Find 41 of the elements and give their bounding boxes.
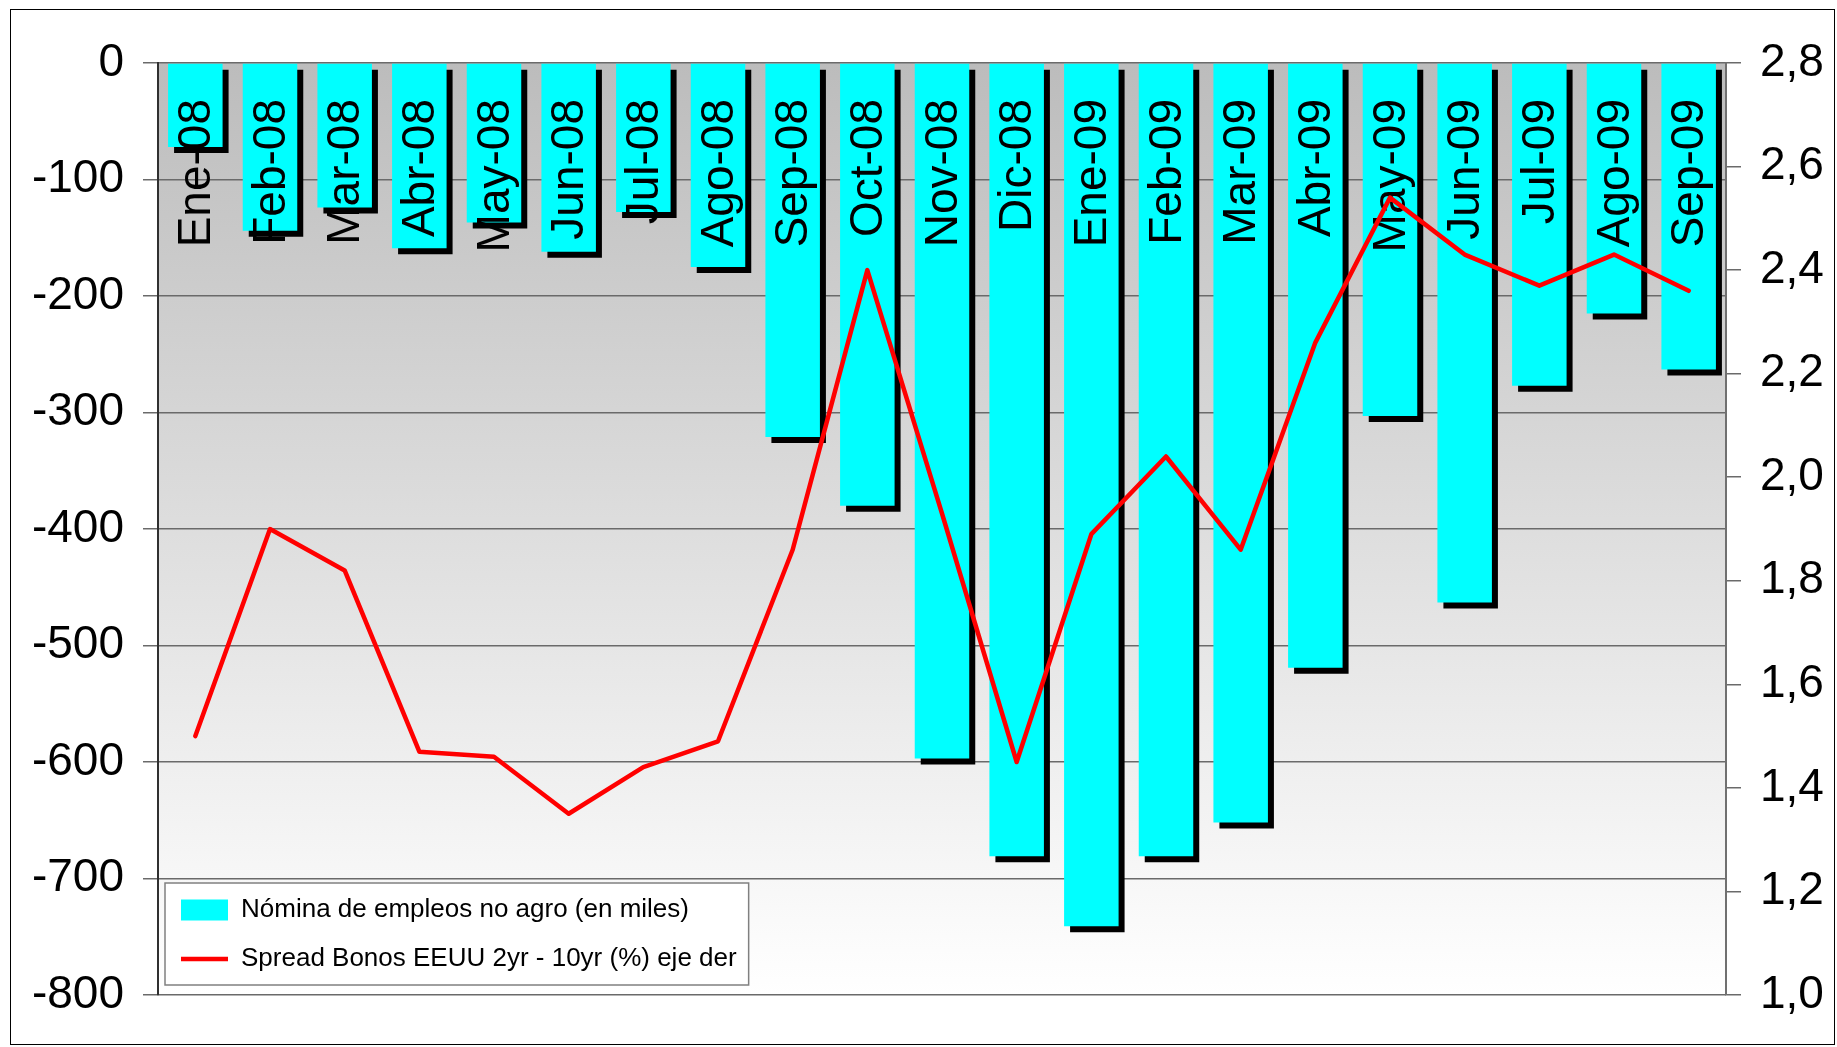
- y2-tick-label: 2,4: [1760, 240, 1824, 293]
- y-tick-label: -400: [31, 499, 124, 552]
- y2-tick-label: 1,0: [1760, 965, 1824, 1018]
- legend-label: Nómina de empleos no agro (en miles): [241, 893, 689, 924]
- x-tick-label: Ene-09: [1064, 99, 1117, 248]
- y-tick-label: -100: [31, 150, 124, 203]
- y-tick-label: -600: [31, 732, 124, 785]
- y2-tick-label: 1,6: [1760, 655, 1824, 708]
- y-tick-label: -300: [31, 383, 124, 436]
- x-tick-label: Dic-08: [989, 99, 1042, 232]
- x-tick-label: Jun-09: [1437, 99, 1490, 240]
- x-tick-label: Ago-09: [1586, 99, 1639, 248]
- y2-tick-label: 2,2: [1760, 344, 1824, 397]
- x-tick-label: Sep-09: [1661, 99, 1714, 248]
- x-tick-label: Sep-08: [765, 99, 818, 248]
- y-tick-label: -200: [31, 266, 124, 319]
- legend-label: Spread Bonos EEUU 2yr - 10yr (%) eje der: [241, 942, 737, 973]
- y2-tick-label: 1,8: [1760, 551, 1824, 604]
- y2-tick-label: 1,4: [1760, 758, 1824, 811]
- y-tick-label: 0: [98, 33, 124, 86]
- x-tick-label: May-09: [1362, 99, 1415, 253]
- x-tick-label: Oct-08: [840, 99, 893, 238]
- x-tick-label: Feb-09: [1138, 99, 1191, 245]
- x-tick-label: Mar-09: [1213, 99, 1266, 245]
- x-tick-label: Abr-09: [1288, 99, 1341, 238]
- x-tick-label: Abr-08: [392, 99, 445, 238]
- x-tick-label: Jul-08: [616, 99, 669, 225]
- y2-tick-label: 2,8: [1760, 33, 1824, 86]
- x-tick-label: Jun-08: [541, 99, 594, 240]
- x-tick-label: Ago-08: [690, 99, 743, 248]
- y-tick-label: -500: [31, 616, 124, 669]
- y2-tick-label: 2,0: [1760, 447, 1824, 500]
- x-tick-label: Jul-09: [1512, 99, 1565, 225]
- x-tick-label: Ene-08: [168, 99, 221, 248]
- x-tick-label: Nov-08: [914, 99, 967, 248]
- y2-tick-label: 2,6: [1760, 137, 1824, 190]
- y-tick-label: -700: [31, 849, 124, 902]
- x-tick-label: Feb-08: [242, 99, 295, 245]
- y-tick-label: -800: [31, 965, 124, 1018]
- x-tick-label: May-08: [466, 99, 519, 253]
- y2-tick-label: 1,2: [1760, 862, 1824, 915]
